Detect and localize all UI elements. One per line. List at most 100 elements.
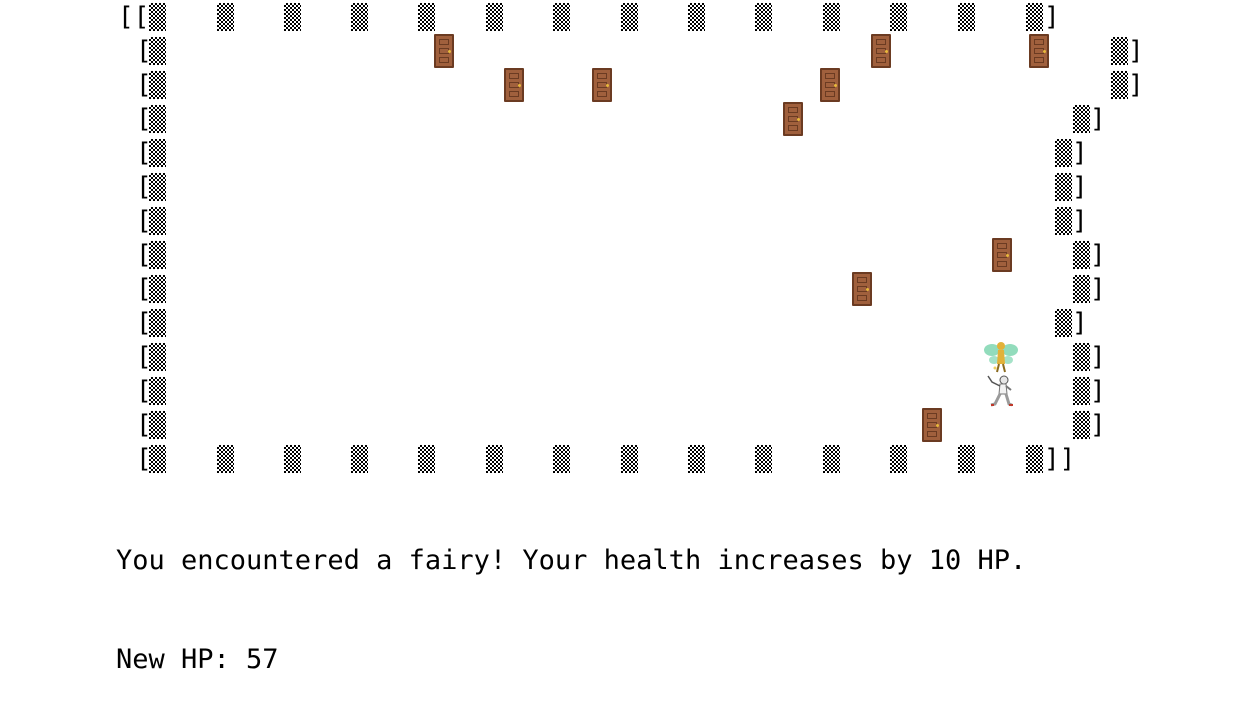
wall-icon (149, 71, 166, 99)
player-icon (987, 375, 1013, 407)
wall-icon (823, 3, 840, 31)
map-bracket-close: ]] (1044, 444, 1076, 474)
wall-icon (351, 3, 368, 31)
map-bracket-close: ] (1072, 138, 1088, 168)
wall-icon (553, 445, 570, 473)
encounter-message: You encountered a fairy! Your health inc… (116, 545, 1027, 576)
wall-icon (217, 445, 234, 473)
map-bracket-open: [ (136, 104, 152, 134)
hp-status: New HP: 57 (116, 644, 279, 675)
wall-icon (621, 445, 638, 473)
map-bracket-open: [ (136, 308, 152, 338)
door-knob (606, 84, 609, 87)
door-panel (509, 73, 519, 79)
map-bracket-open: [ (136, 172, 152, 202)
fairy-icon (984, 342, 1018, 373)
door-panel (997, 243, 1007, 249)
door-icon (820, 68, 840, 102)
door-icon (871, 34, 891, 68)
door-icon (852, 272, 872, 306)
map-bracket-open: [[ (118, 2, 150, 32)
door-panel (825, 91, 835, 97)
door-icon (992, 238, 1012, 272)
map-bracket-close: ] (1090, 104, 1106, 134)
map-bracket-open: [ (136, 138, 152, 168)
map-bracket-open: [ (136, 410, 152, 440)
wall-icon (688, 445, 705, 473)
wall-icon (1055, 173, 1072, 201)
map-bracket-close: ] (1090, 410, 1106, 440)
wall-icon (890, 445, 907, 473)
wall-icon (890, 3, 907, 31)
map-bracket-close: ] (1044, 2, 1060, 32)
wall-icon (958, 445, 975, 473)
map-bracket-open: [ (136, 70, 152, 100)
wall-icon (351, 445, 368, 473)
map-bracket-close: ] (1072, 172, 1088, 202)
wall-icon (284, 445, 301, 473)
door-panel (1034, 39, 1044, 45)
door-knob (797, 118, 800, 121)
door-knob (936, 424, 939, 427)
wall-icon (149, 241, 166, 269)
door-panel (927, 413, 937, 419)
door-panel (509, 91, 519, 97)
door-panel (876, 39, 886, 45)
map-bracket-close: ] (1090, 240, 1106, 270)
map-bracket-open: [ (136, 376, 152, 406)
wall-icon (958, 3, 975, 31)
wall-icon (1026, 445, 1043, 473)
wall-icon (1073, 377, 1090, 405)
wall-icon (149, 105, 166, 133)
door-knob (866, 288, 869, 291)
wall-icon (1111, 37, 1128, 65)
door-knob (448, 50, 451, 53)
map-bracket-open: [ (136, 444, 152, 474)
game-board: [[] [] [] [] [] [] [] [] [] [] [] [] [] []] (118, 2, 1144, 474)
door-panel (439, 57, 449, 63)
map-bracket-open: [ (136, 36, 152, 66)
wall-icon (1073, 343, 1090, 371)
door-panel (788, 125, 798, 131)
door-panel (997, 261, 1007, 267)
wall-icon (486, 445, 503, 473)
wall-icon (1055, 207, 1072, 235)
wall-icon (149, 411, 166, 439)
door-panel (1034, 57, 1044, 63)
wall-icon (621, 3, 638, 31)
wall-icon (149, 3, 166, 31)
door-icon (592, 68, 612, 102)
wall-icon (1026, 3, 1043, 31)
door-icon (783, 102, 803, 136)
map-bracket-close: ] (1090, 376, 1106, 406)
wall-icon (823, 445, 840, 473)
map-bracket-close: ] (1072, 308, 1088, 338)
wall-icon (688, 3, 705, 31)
wall-icon (1055, 309, 1072, 337)
door-panel (788, 107, 798, 113)
map-bracket-close: ] (1090, 342, 1106, 372)
wall-icon (149, 173, 166, 201)
wall-icon (553, 3, 570, 31)
map-bracket-close: ] (1072, 206, 1088, 236)
map-bracket-close: ] (1128, 36, 1144, 66)
door-panel (597, 73, 607, 79)
door-panel (876, 57, 886, 63)
wall-icon (1055, 139, 1072, 167)
door-panel (857, 295, 867, 301)
map-bracket-close: ] (1128, 70, 1144, 100)
wall-icon (284, 3, 301, 31)
wall-icon (149, 309, 166, 337)
map-bracket-close: ] (1090, 274, 1106, 304)
wall-icon (1111, 71, 1128, 99)
map-bracket-open: [ (136, 342, 152, 372)
door-icon (434, 34, 454, 68)
door-panel (825, 73, 835, 79)
wall-icon (418, 3, 435, 31)
wall-icon (149, 139, 166, 167)
wall-icon (217, 3, 234, 31)
wall-icon (1073, 241, 1090, 269)
door-panel (927, 431, 937, 437)
wall-icon (149, 377, 166, 405)
door-panel (857, 277, 867, 283)
